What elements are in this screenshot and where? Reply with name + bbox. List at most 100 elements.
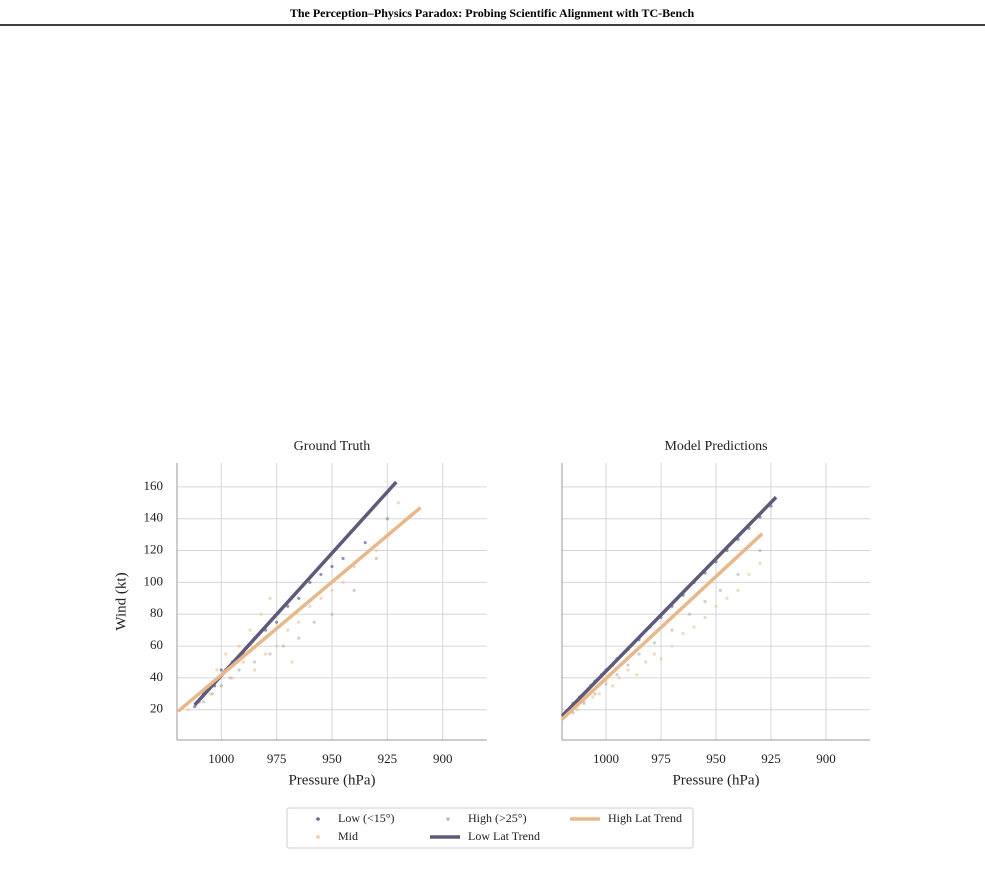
scatter-point (263, 652, 268, 656)
scatter-point (615, 673, 619, 677)
x-tick-label: 950 (322, 751, 342, 766)
y-tick-label: 60 (150, 637, 163, 652)
subplot-title: Model Predictions (664, 439, 767, 454)
scatter-point (575, 708, 580, 712)
scatter-point (352, 588, 356, 592)
x-tick-label: 900 (816, 751, 836, 766)
legend-marker (446, 817, 450, 821)
y-tick-label: 140 (144, 510, 164, 525)
y-tick-label: 120 (144, 542, 164, 557)
scatter-point (396, 501, 401, 505)
scatter-point (652, 652, 657, 656)
scatter-point (297, 596, 301, 600)
scatter-point (312, 620, 316, 624)
scatter-point (692, 625, 696, 629)
scatter-point (725, 596, 729, 600)
scatter-point (341, 580, 345, 584)
x-tick-label: 1000 (593, 751, 619, 766)
x-tick-label: 975 (651, 751, 671, 766)
scatter-point (210, 692, 215, 696)
scatter-point (330, 588, 334, 592)
legend-marker (316, 817, 320, 821)
x-tick-label: 925 (378, 751, 398, 766)
legend-label: Low Lat Trend (468, 829, 540, 843)
scatter-point (319, 596, 323, 600)
scatter-point (268, 596, 272, 600)
scatter-point (670, 644, 674, 648)
scatter-point (237, 644, 241, 648)
scatter-point (275, 620, 279, 624)
scatter-point (330, 564, 334, 569)
scatter-point (635, 673, 639, 677)
legend-label: Mid (338, 829, 358, 843)
scatter-point (688, 612, 692, 616)
scatter-point (281, 644, 285, 648)
trend-line (176, 506, 422, 713)
scatter-point (758, 561, 762, 565)
scatter-point (230, 676, 234, 680)
running-header: The Perception–Physics Paradox: Probing … (290, 6, 695, 20)
scatter-point (604, 682, 608, 686)
scatter-point (228, 676, 232, 680)
trend-line (560, 496, 778, 718)
scatter-point (659, 657, 663, 661)
scatter-point (597, 692, 602, 696)
y-tick-label: 40 (150, 669, 163, 684)
scatter-point (208, 692, 212, 696)
scatter-point (714, 604, 718, 608)
scatter-point (637, 652, 641, 656)
scatter-point (268, 652, 272, 656)
scatter-point (374, 556, 378, 561)
scatter-point (186, 708, 190, 712)
scatter-point (593, 692, 597, 696)
legend-marker (316, 835, 320, 839)
y-tick-label: 100 (144, 573, 164, 588)
scatter-point (252, 668, 257, 672)
scatter-point (308, 580, 312, 584)
scatter-point (275, 644, 279, 648)
scatter-point (626, 663, 630, 667)
y-tick-label: 80 (150, 605, 163, 620)
scatter-point (252, 660, 257, 664)
scatter-point (259, 612, 263, 616)
scatter-point (319, 572, 323, 577)
scatter-point (219, 668, 223, 672)
scatter-point (718, 588, 723, 592)
scatter-point (611, 684, 615, 688)
y-tick-label: 160 (144, 478, 164, 493)
scatter-point (237, 668, 241, 672)
scatter-point (290, 660, 294, 664)
x-tick-label: 1000 (208, 751, 234, 766)
scatter-point (286, 628, 290, 632)
scatter-point (736, 572, 740, 577)
legend-label: Low (<15°) (338, 811, 395, 825)
scatter-point (617, 676, 621, 680)
scatter-point (703, 599, 707, 604)
scatter-point (297, 620, 301, 624)
legend-label: High Lat Trend (608, 811, 682, 825)
scatter-point (224, 652, 228, 656)
scatter-point (363, 540, 367, 545)
scatter-point (330, 612, 334, 616)
scatter-point (201, 700, 206, 704)
scatter-point (219, 684, 223, 688)
x-tick-label: 975 (267, 751, 287, 766)
x-axis-label: Pressure (hPa) (288, 772, 375, 788)
scatter-point (193, 704, 197, 709)
scatter-point (297, 636, 301, 640)
scatter-point (644, 660, 648, 664)
scatter-point (670, 628, 674, 632)
scatter-point (703, 615, 707, 620)
scatter-point (681, 631, 685, 635)
x-axis-label: Pressure (hPa) (672, 772, 759, 788)
scatter-point (215, 668, 219, 672)
scatter-point (747, 572, 751, 577)
x-tick-label: 950 (706, 751, 726, 766)
scatter-point (341, 556, 345, 561)
scatter-point (758, 548, 762, 553)
scatter-point (591, 695, 595, 699)
scatter-point (626, 668, 630, 672)
scatter-point (241, 660, 246, 664)
